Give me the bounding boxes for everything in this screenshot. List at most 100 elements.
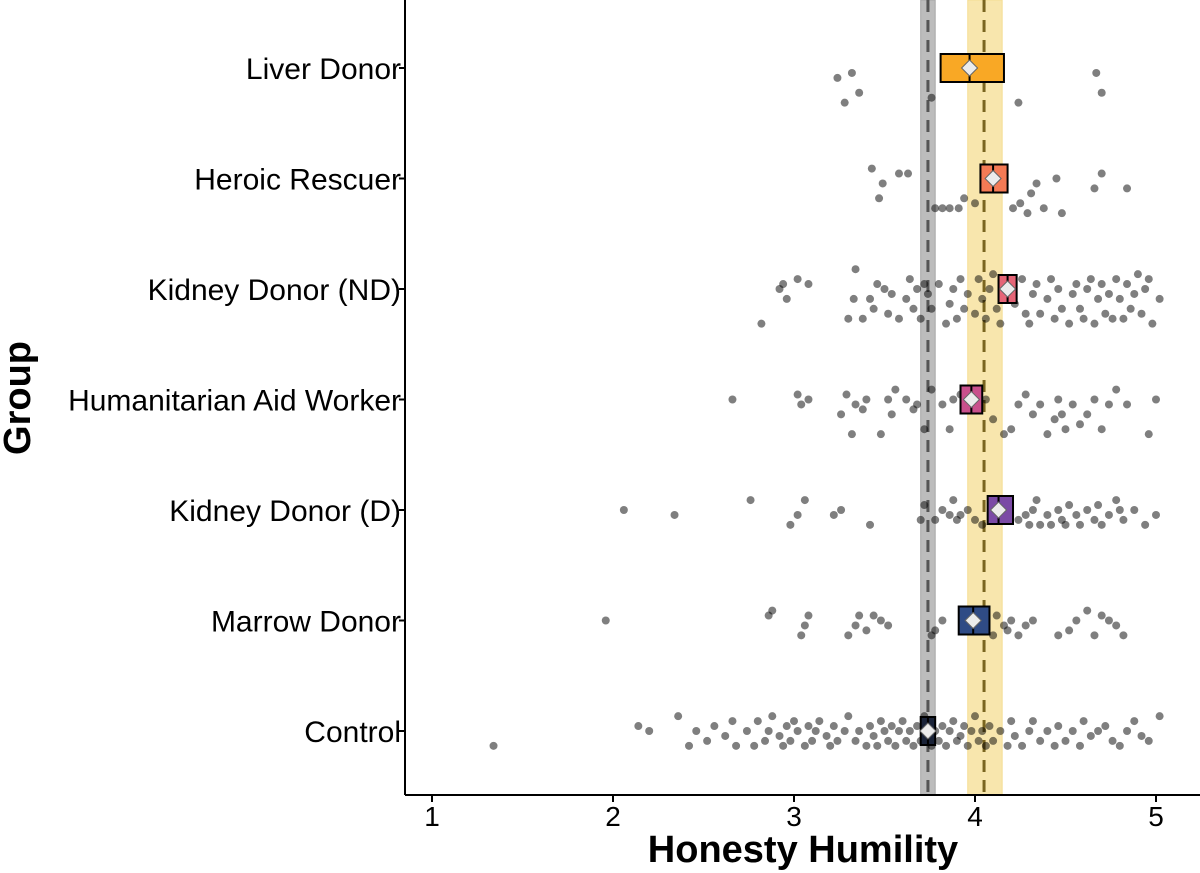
data-point bbox=[876, 430, 885, 439]
data-point bbox=[934, 736, 943, 745]
data-point bbox=[1061, 425, 1070, 434]
data-point bbox=[1047, 275, 1056, 284]
data-point bbox=[902, 294, 911, 303]
data-point bbox=[851, 265, 860, 274]
data-point bbox=[1014, 515, 1023, 524]
data-point bbox=[1123, 280, 1132, 289]
data-point bbox=[808, 736, 817, 745]
data-point bbox=[746, 496, 755, 505]
data-point bbox=[1009, 204, 1018, 213]
data-point bbox=[1083, 606, 1092, 615]
data-point bbox=[989, 270, 998, 279]
axes bbox=[399, 0, 1200, 802]
data-point bbox=[1123, 400, 1132, 409]
data-point bbox=[920, 425, 929, 434]
data-point bbox=[978, 727, 987, 735]
data-point bbox=[920, 280, 929, 289]
data-point bbox=[1130, 506, 1139, 514]
data-point bbox=[1104, 289, 1113, 298]
data-point bbox=[891, 741, 900, 750]
data-point bbox=[1007, 425, 1016, 434]
data-point bbox=[804, 611, 813, 620]
data-point bbox=[1003, 741, 1012, 750]
control-mean-band bbox=[920, 0, 936, 796]
x-axis-title: Honesty Humility bbox=[648, 829, 958, 871]
data-point bbox=[1123, 184, 1132, 193]
data-point bbox=[945, 204, 954, 213]
data-point bbox=[844, 314, 853, 323]
y-tick-label: Marrow Donor bbox=[211, 606, 401, 639]
data-point bbox=[927, 93, 936, 102]
data-point bbox=[1090, 631, 1099, 640]
data-point bbox=[797, 400, 806, 409]
data-point bbox=[931, 515, 940, 524]
data-point bbox=[1144, 430, 1153, 439]
data-point bbox=[884, 736, 893, 745]
x-tick-label: 1 bbox=[424, 801, 440, 832]
data-point bbox=[916, 314, 925, 323]
data-point bbox=[1123, 727, 1132, 735]
data-point bbox=[782, 294, 791, 303]
data-point bbox=[1050, 314, 1059, 323]
data-point bbox=[945, 425, 954, 434]
x-tick-label: 2 bbox=[605, 801, 621, 832]
data-point bbox=[1115, 741, 1124, 750]
data-point bbox=[858, 314, 867, 323]
data-point bbox=[858, 405, 867, 414]
x-tick-label: 4 bbox=[967, 801, 983, 832]
data-point bbox=[786, 736, 795, 745]
data-point bbox=[1021, 621, 1030, 630]
data-point bbox=[728, 717, 737, 726]
data-point bbox=[1050, 741, 1059, 750]
data-point bbox=[634, 722, 643, 731]
data-point bbox=[1028, 717, 1037, 726]
data-point bbox=[1054, 395, 1063, 404]
data-point bbox=[1036, 400, 1045, 409]
data-point bbox=[894, 314, 903, 323]
data-point bbox=[674, 712, 683, 721]
data-point bbox=[844, 631, 853, 640]
data-point bbox=[815, 717, 824, 726]
data-point bbox=[927, 304, 936, 313]
data-point bbox=[905, 727, 914, 735]
data-point bbox=[833, 73, 842, 82]
data-point bbox=[971, 712, 979, 721]
data-point bbox=[862, 626, 871, 635]
data-point bbox=[732, 741, 741, 750]
data-point bbox=[1141, 520, 1150, 529]
data-point bbox=[1155, 712, 1164, 721]
data-point bbox=[1119, 631, 1128, 640]
data-point bbox=[847, 430, 856, 439]
y-tick-label: Kidney Donor (ND) bbox=[148, 274, 401, 307]
data-point bbox=[1014, 400, 1023, 409]
data-point bbox=[1003, 626, 1012, 635]
data-point bbox=[790, 717, 798, 726]
data-point bbox=[938, 400, 947, 409]
data-point bbox=[1014, 98, 1023, 107]
data-point bbox=[1079, 314, 1088, 323]
data-point bbox=[1155, 294, 1164, 303]
data-point bbox=[996, 319, 1005, 328]
data-point bbox=[960, 304, 969, 313]
data-point bbox=[1047, 520, 1056, 529]
data-point bbox=[728, 395, 737, 404]
data-point bbox=[851, 621, 860, 630]
mean-markers bbox=[919, 53, 1018, 746]
data-point bbox=[1072, 616, 1081, 625]
data-point bbox=[880, 727, 889, 735]
data-point bbox=[963, 506, 972, 514]
data-point bbox=[891, 385, 900, 394]
data-point bbox=[1036, 736, 1045, 745]
data-point bbox=[1025, 319, 1034, 328]
data-point bbox=[750, 741, 759, 750]
data-point bbox=[1130, 717, 1139, 726]
data-point bbox=[1108, 736, 1117, 745]
data-point bbox=[1079, 717, 1088, 726]
data-point bbox=[1097, 611, 1106, 620]
data-point bbox=[1097, 169, 1106, 178]
data-point bbox=[1152, 395, 1160, 404]
tick-labels: 1 2 3 4 5 Liver Donor Heroic Rescuer Kidney Don… bbox=[68, 53, 1164, 832]
data-point bbox=[797, 631, 806, 640]
data-point bbox=[878, 179, 887, 188]
data-point bbox=[1043, 510, 1052, 519]
